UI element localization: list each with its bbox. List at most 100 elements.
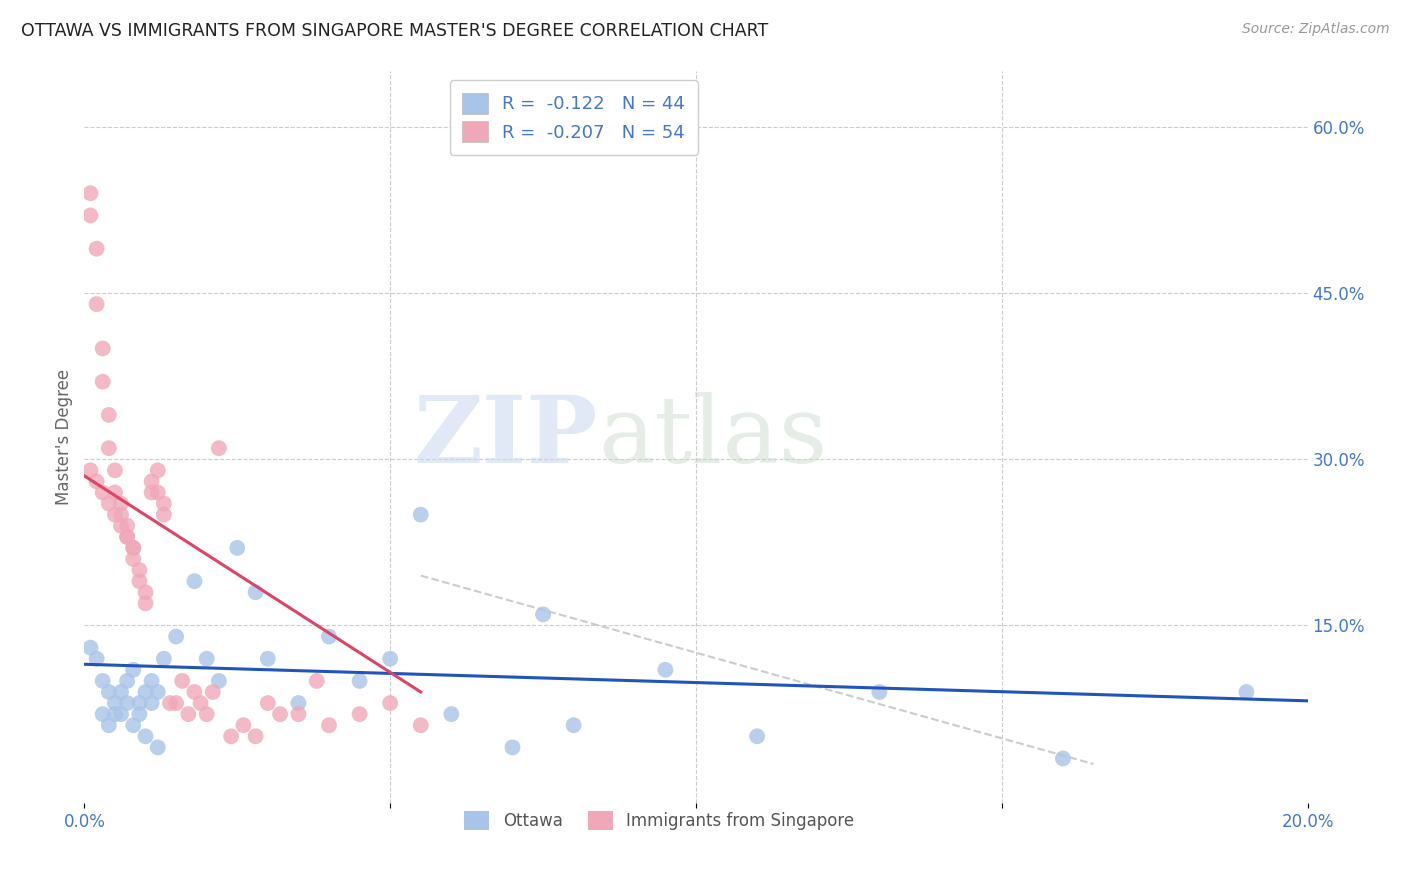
Point [269, 707, 291, 722]
Point [146, 685, 169, 699]
Point [91, 673, 114, 688]
Point [110, 518, 132, 533]
Text: atlas: atlas [598, 392, 827, 482]
Point [195, 707, 218, 722]
Point [122, 552, 145, 566]
Point [86, 297, 108, 311]
Point [183, 574, 205, 589]
Point [110, 707, 132, 722]
Point [245, 729, 267, 743]
Point [409, 508, 432, 522]
Point [115, 696, 138, 710]
Point [869, 685, 891, 699]
Point [86, 475, 108, 489]
Point [219, 729, 242, 743]
Point [409, 718, 432, 732]
Point [79, 209, 101, 223]
Point [104, 707, 127, 722]
Point [165, 630, 187, 644]
Point [172, 673, 194, 688]
Point [122, 663, 145, 677]
Point [226, 541, 249, 555]
Point [177, 707, 200, 722]
Point [201, 685, 224, 699]
Point [349, 673, 371, 688]
Point [115, 673, 138, 688]
Y-axis label: Master's Degree: Master's Degree [55, 369, 73, 505]
Point [115, 518, 138, 533]
Point [91, 485, 114, 500]
Point [97, 497, 120, 511]
Point [208, 673, 231, 688]
Point [562, 718, 585, 732]
Point [128, 574, 150, 589]
Point [531, 607, 554, 622]
Point [110, 685, 132, 699]
Point [380, 696, 402, 710]
Point [135, 729, 157, 743]
Point [146, 740, 169, 755]
Point [128, 707, 150, 722]
Point [110, 508, 132, 522]
Point [97, 441, 120, 455]
Point [245, 585, 267, 599]
Point [195, 651, 218, 665]
Point [159, 696, 181, 710]
Point [104, 696, 127, 710]
Point [141, 673, 163, 688]
Point [153, 497, 176, 511]
Point [183, 685, 205, 699]
Point [122, 541, 145, 555]
Point [91, 375, 114, 389]
Point [349, 707, 371, 722]
Point [91, 707, 114, 722]
Point [97, 408, 120, 422]
Point [135, 585, 157, 599]
Point [86, 242, 108, 256]
Point [79, 640, 101, 655]
Point [232, 718, 254, 732]
Point [141, 696, 163, 710]
Point [91, 342, 114, 356]
Point [318, 630, 340, 644]
Point [380, 651, 402, 665]
Point [86, 651, 108, 665]
Point [305, 673, 328, 688]
Point [257, 696, 280, 710]
Point [165, 696, 187, 710]
Point [128, 696, 150, 710]
Point [115, 530, 138, 544]
Text: Source: ZipAtlas.com: Source: ZipAtlas.com [1241, 22, 1389, 37]
Text: ZIP: ZIP [413, 392, 598, 482]
Point [141, 475, 163, 489]
Point [104, 508, 127, 522]
Point [97, 685, 120, 699]
Point [128, 563, 150, 577]
Point [79, 186, 101, 201]
Point [122, 718, 145, 732]
Point [208, 441, 231, 455]
Point [318, 718, 340, 732]
Point [146, 485, 169, 500]
Legend: Ottawa, Immigrants from Singapore: Ottawa, Immigrants from Singapore [456, 803, 862, 838]
Point [115, 530, 138, 544]
Point [747, 729, 769, 743]
Point [1236, 685, 1258, 699]
Point [135, 685, 157, 699]
Point [122, 541, 145, 555]
Point [440, 707, 463, 722]
Point [190, 696, 212, 710]
Point [146, 463, 169, 477]
Point [135, 596, 157, 610]
Point [110, 497, 132, 511]
Point [153, 651, 176, 665]
Point [1052, 751, 1074, 765]
Text: OTTAWA VS IMMIGRANTS FROM SINGAPORE MASTER'S DEGREE CORRELATION CHART: OTTAWA VS IMMIGRANTS FROM SINGAPORE MAST… [21, 22, 768, 40]
Point [104, 463, 127, 477]
Point [287, 696, 309, 710]
Point [287, 707, 309, 722]
Point [141, 485, 163, 500]
Point [79, 463, 101, 477]
Point [104, 485, 127, 500]
Point [97, 718, 120, 732]
